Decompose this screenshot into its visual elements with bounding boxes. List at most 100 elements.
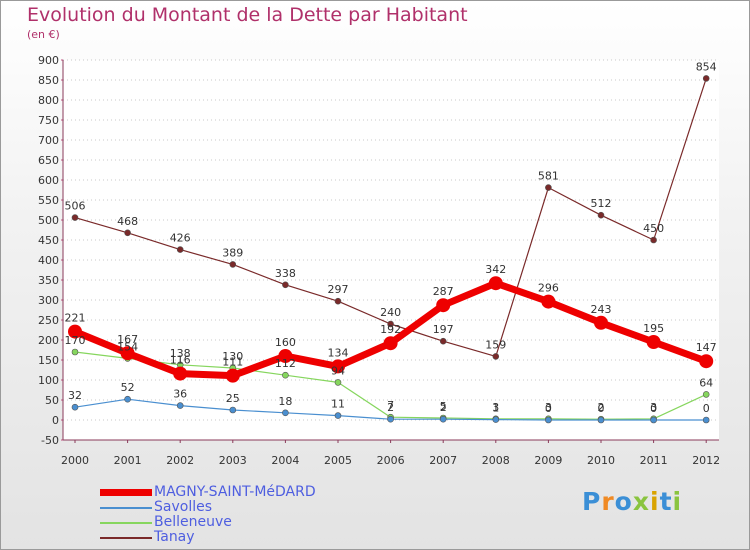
data-label: 25 (226, 392, 240, 405)
data-point (387, 415, 394, 423)
data-point (68, 324, 82, 339)
data-label: 240 (380, 306, 401, 319)
data-point (282, 409, 289, 417)
legend-label: Savolles (154, 499, 213, 515)
data-label: 389 (222, 246, 243, 259)
data-point (331, 359, 345, 374)
data-point (492, 416, 500, 423)
data-point (278, 349, 293, 363)
plot-area (63, 60, 719, 440)
data-point (71, 214, 79, 221)
data-point (173, 366, 188, 381)
data-label: 506 (65, 200, 86, 213)
data-label: 3 (545, 401, 552, 414)
data-label: 134 (328, 346, 349, 359)
y-tick-label: 200 (38, 334, 59, 347)
data-point (702, 75, 710, 82)
legend-label: MAGNY-SAINT-MéDARD (154, 484, 316, 500)
y-tick-label: 50 (45, 394, 59, 407)
data-label: 287 (433, 285, 454, 298)
x-tick-label: 2007 (429, 454, 457, 467)
x-tick-label: 2004 (271, 454, 299, 467)
data-label: 64 (699, 376, 713, 389)
data-point (229, 406, 237, 414)
series-group (68, 75, 714, 424)
data-label: 342 (485, 263, 506, 276)
data-label: 512 (591, 197, 612, 210)
data-label: 0 (545, 402, 552, 415)
data-label: 854 (696, 60, 717, 73)
x-tick-label: 2001 (114, 454, 142, 467)
x-tick-label: 2006 (377, 454, 405, 467)
data-point (124, 229, 131, 237)
data-label: 116 (170, 354, 191, 367)
data-label: 147 (696, 341, 717, 354)
x-tick-label: 2008 (482, 454, 510, 467)
data-label: 2 (387, 401, 394, 414)
data-label: 1 (492, 402, 499, 415)
data-point (124, 395, 131, 403)
data-point (650, 416, 657, 424)
data-label: 154 (117, 340, 138, 353)
data-label: 159 (485, 338, 506, 351)
chart-unit: (en €) (27, 28, 60, 41)
data-point (334, 297, 342, 305)
logo-letter: i (650, 487, 660, 516)
logo-letter: i (672, 487, 683, 516)
y-tick-label: 350 (38, 274, 59, 287)
data-point (597, 416, 605, 424)
data-point (282, 371, 289, 379)
data-point (488, 276, 503, 291)
data-point (702, 416, 710, 424)
data-point (594, 315, 608, 330)
legend-swatch (100, 522, 152, 524)
data-label: 195 (643, 322, 664, 335)
logo-letter: r (601, 487, 615, 516)
data-point (646, 335, 661, 349)
data-label: 167 (117, 333, 138, 346)
y-tick-label: 600 (38, 174, 59, 187)
data-label: 112 (275, 357, 296, 370)
data-label: 111 (222, 356, 243, 369)
axes: -500501001502002503003504004505005506006… (38, 54, 720, 467)
data-point (176, 402, 184, 409)
y-tick-label: -50 (41, 434, 59, 447)
x-tick-label: 2010 (587, 454, 615, 467)
data-point (176, 246, 184, 253)
y-tick-label: 750 (38, 114, 59, 127)
data-point (334, 379, 342, 386)
data-label: 192 (380, 323, 401, 336)
data-label: 52 (121, 381, 135, 394)
data-label: 32 (68, 389, 82, 402)
y-tick-label: 500 (38, 214, 59, 227)
data-point (71, 403, 79, 411)
data-point (545, 416, 552, 424)
x-tick-label: 2012 (692, 454, 720, 467)
data-label: 581 (538, 170, 559, 183)
data-label: 243 (591, 303, 612, 316)
y-tick-label: 250 (38, 314, 59, 327)
data-label: 197 (433, 323, 454, 336)
data-point (702, 391, 710, 398)
x-tick-label: 2005 (324, 454, 352, 467)
data-label: 0 (650, 402, 657, 415)
data-point (71, 348, 79, 356)
x-tick-label: 2011 (640, 454, 668, 467)
x-tick-label: 2009 (534, 454, 562, 467)
legend-swatch (100, 537, 152, 539)
logo-letter: x (632, 487, 650, 516)
data-label: 450 (643, 222, 664, 235)
data-label: 7 (387, 399, 394, 412)
data-point (229, 261, 237, 268)
x-tick-label: 2002 (166, 454, 194, 467)
grid (63, 59, 719, 441)
data-label: 18 (278, 395, 292, 408)
chart-title: Evolution du Montant de la Dette par Hab… (27, 4, 468, 26)
data-label: 468 (117, 215, 138, 228)
data-point (120, 346, 135, 361)
data-label: 3 (650, 401, 657, 414)
y-tick-label: 850 (38, 74, 59, 87)
data-label: 36 (173, 388, 187, 401)
legend-label: Belleneuve (154, 514, 232, 530)
